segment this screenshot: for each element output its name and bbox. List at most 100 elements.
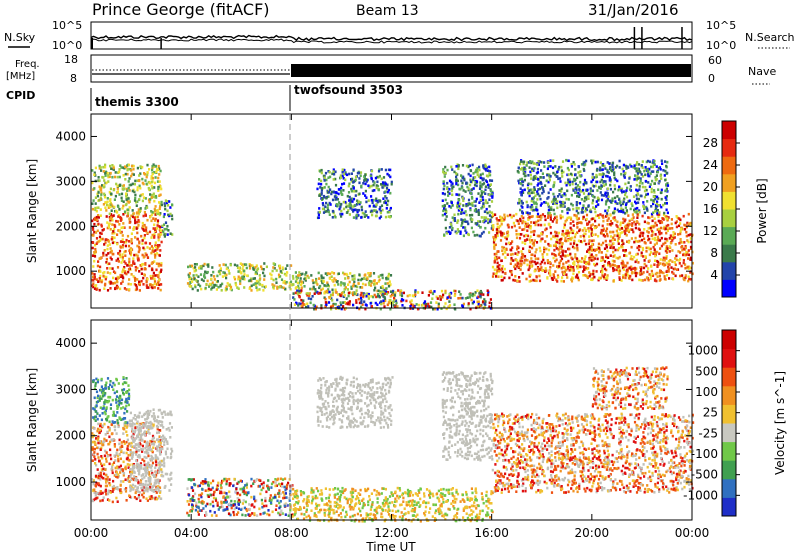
- range-gate-cell: [605, 243, 608, 247]
- range-gate-cell: [376, 200, 379, 204]
- range-gate-cell: [656, 275, 659, 278]
- range-gate-cell: [632, 267, 635, 270]
- range-gate-cell: [629, 257, 632, 261]
- range-gate-cell: [572, 229, 575, 233]
- range-gate-cell: [378, 168, 381, 171]
- range-gate-cell: [116, 242, 119, 246]
- range-gate-cell: [155, 473, 158, 477]
- range-gate-cell: [477, 302, 480, 306]
- range-gate-cell: [662, 227, 665, 230]
- range-gate-cell: [238, 269, 241, 273]
- range-gate-cell: [673, 232, 676, 236]
- range-gate-cell: [600, 173, 603, 176]
- range-gate-cell: [647, 181, 650, 184]
- range-gate-cell: [119, 240, 123, 243]
- range-gate-cell: [132, 275, 135, 278]
- range-gate-cell: [99, 274, 102, 278]
- range-gate-cell: [592, 248, 595, 252]
- range-gate-cell: [187, 273, 190, 277]
- range-gate-cell: [261, 283, 264, 287]
- range-gate-cell: [582, 183, 585, 186]
- range-gate-cell: [102, 467, 105, 471]
- range-gate-cell: [570, 268, 573, 272]
- range-gate-cell: [149, 274, 152, 278]
- range-gate-cell: [618, 210, 621, 213]
- range-gate-cell: [560, 245, 563, 248]
- range-gate-cell: [145, 204, 148, 208]
- range-gate-cell: [454, 289, 457, 293]
- range-gate-cell: [157, 233, 160, 236]
- range-gate-cell: [348, 213, 351, 216]
- range-gate-cell: [120, 282, 123, 285]
- range-gate-cell: [567, 173, 570, 176]
- range-gate-cell: [102, 170, 105, 173]
- range-gate-cell: [106, 271, 109, 274]
- range-gate-cell: [588, 251, 591, 254]
- range-gate-cell: [523, 178, 526, 182]
- range-gate-cell: [394, 291, 397, 294]
- range-gate-cell: [118, 184, 121, 187]
- range-gate-cell: [635, 220, 639, 223]
- range-gate-cell: [529, 160, 532, 163]
- range-gate-cell: [600, 232, 603, 235]
- range-gate-cell: [566, 166, 569, 170]
- power-y-tick-label: 1000: [55, 264, 86, 278]
- range-gate-cell: [643, 211, 646, 215]
- range-gate-cell: [320, 274, 323, 277]
- range-gate-cell: [479, 173, 482, 177]
- range-gate-cell: [462, 302, 465, 306]
- range-gate-cell: [677, 224, 681, 228]
- range-gate-cell: [601, 271, 604, 274]
- range-gate-cell: [95, 237, 99, 240]
- range-gate-cell: [666, 239, 669, 243]
- range-gate-cell: [122, 226, 125, 229]
- range-gate-cell: [323, 186, 326, 189]
- range-gate-cell: [582, 167, 585, 171]
- range-gate-cell: [589, 239, 592, 243]
- range-gate-cell: [333, 195, 336, 198]
- range-gate-cell: [631, 258, 634, 261]
- range-gate-cell: [126, 479, 129, 482]
- range-gate-cell: [114, 281, 117, 285]
- range-gate-cell: [568, 178, 571, 181]
- range-gate-cell: [561, 252, 564, 255]
- range-gate-cell: [132, 212, 135, 215]
- range-gate-cell: [573, 235, 577, 239]
- range-gate-cell: [577, 211, 580, 215]
- range-gate-cell: [199, 265, 202, 268]
- range-gate-cell: [124, 250, 127, 253]
- range-gate-cell: [528, 264, 531, 268]
- range-gate-cell: [674, 263, 677, 267]
- range-gate-cell: [106, 267, 109, 270]
- range-gate-cell: [345, 272, 348, 276]
- range-gate-cell: [373, 189, 376, 192]
- range-gate-cell: [687, 275, 690, 279]
- range-gate-cell: [351, 291, 355, 295]
- range-gate-cell: [503, 276, 506, 280]
- range-gate-cell: [110, 258, 113, 261]
- range-gate-cell: [237, 277, 240, 281]
- range-gate-cell: [562, 234, 565, 237]
- range-gate-cell: [492, 241, 496, 244]
- range-gate-cell: [380, 177, 383, 181]
- range-gate-cell: [495, 217, 498, 220]
- range-gate-cell: [517, 265, 520, 269]
- range-gate-cell: [609, 187, 612, 191]
- range-gate-cell: [323, 290, 327, 294]
- range-gate-cell: [633, 164, 636, 167]
- range-gate-cell: [537, 182, 540, 185]
- range-gate-cell: [621, 264, 624, 267]
- range-gate-cell: [457, 219, 460, 222]
- range-gate-cell: [256, 269, 259, 272]
- range-gate-cell: [122, 204, 125, 208]
- range-gate-cell: [613, 207, 616, 210]
- range-gate-cell: [195, 279, 198, 282]
- range-gate-cell: [379, 205, 382, 209]
- range-gate-cell: [135, 204, 138, 207]
- range-gate-cell: [546, 216, 550, 219]
- range-gate-cell: [95, 215, 98, 219]
- range-gate-cell: [320, 288, 323, 292]
- range-gate-cell: [154, 244, 157, 247]
- range-gate-cell: [328, 290, 331, 294]
- range-gate-cell: [98, 164, 101, 168]
